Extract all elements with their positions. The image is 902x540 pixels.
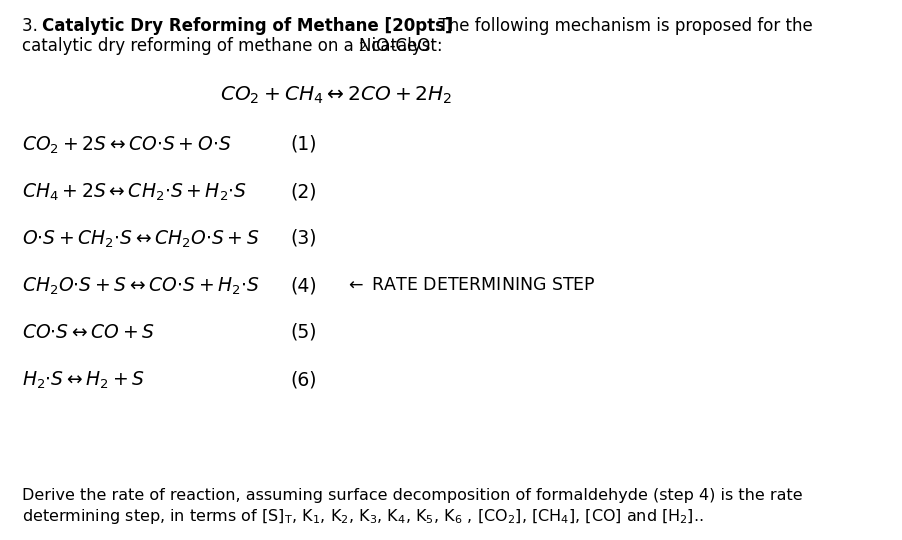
Text: $\mathbf{\mathit{CO_2 + CH_4 \leftrightarrow 2CO + 2H_2}}$: $\mathbf{\mathit{CO_2 + CH_4 \leftrighta… [220, 85, 452, 106]
Text: $\mathit{CO{\cdot}S \leftrightarrow CO + S}$: $\mathit{CO{\cdot}S \leftrightarrow CO +… [22, 323, 155, 342]
Text: $\mathit{CH_2O{\cdot}S + S \leftrightarrow CO{\cdot}S + H_2{\cdot}S}$: $\mathit{CH_2O{\cdot}S + S \leftrightarr… [22, 276, 260, 298]
Text: (3): (3) [290, 229, 317, 248]
Text: catalytic dry reforming of methane on a NiO-CeO: catalytic dry reforming of methane on a … [22, 37, 430, 55]
Text: 3.: 3. [22, 17, 43, 35]
Text: $\leftarrow$ RATE DETERMINING STEP: $\leftarrow$ RATE DETERMINING STEP [345, 276, 595, 294]
Text: $\mathit{O{\cdot}S + CH_2{\cdot}S \leftrightarrow CH_2O{\cdot}S + S}$: $\mathit{O{\cdot}S + CH_2{\cdot}S \leftr… [22, 229, 260, 251]
Text: determining step, in terms of [S]$_\mathrm{T}$, K$_1$, K$_2$, K$_3$, K$_4$, K$_5: determining step, in terms of [S]$_\math… [22, 507, 704, 526]
Text: . The following mechanism is proposed for the: . The following mechanism is proposed fo… [428, 17, 813, 35]
Text: (1): (1) [290, 135, 317, 154]
Text: 2: 2 [358, 41, 366, 54]
Text: Catalytic Dry Reforming of Methane [20pts]: Catalytic Dry Reforming of Methane [20pt… [42, 17, 453, 35]
Text: catalyst:: catalyst: [366, 37, 443, 55]
Text: (2): (2) [290, 182, 317, 201]
Text: (4): (4) [290, 276, 317, 295]
Text: (6): (6) [290, 370, 317, 389]
Text: $\mathit{CH_4 + 2S \leftrightarrow CH_2{\cdot}S + H_2{\cdot}S}$: $\mathit{CH_4 + 2S \leftrightarrow CH_2{… [22, 182, 247, 203]
Text: $\mathit{H_2{\cdot}S \leftrightarrow H_2 + S}$: $\mathit{H_2{\cdot}S \leftrightarrow H_2… [22, 370, 145, 392]
Text: $\mathit{CO_2 + 2S \leftrightarrow CO{\cdot}S + O{\cdot}S}$: $\mathit{CO_2 + 2S \leftrightarrow CO{\c… [22, 135, 232, 156]
Text: (5): (5) [290, 323, 317, 342]
Text: Derive the rate of reaction, assuming surface decomposition of formaldehyde (ste: Derive the rate of reaction, assuming su… [22, 488, 803, 503]
